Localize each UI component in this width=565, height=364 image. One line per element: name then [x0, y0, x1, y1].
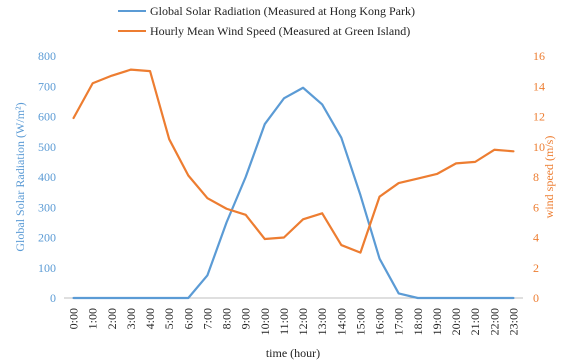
x-tick-label: 18:00	[411, 308, 425, 335]
x-tick-label: 11:00	[277, 308, 291, 335]
x-tick-label: 23:00	[506, 308, 520, 335]
x-tick-label: 21:00	[468, 308, 482, 335]
y-left-tick-label: 300	[38, 200, 56, 214]
y-right-tick-label: 14	[533, 79, 545, 93]
legend-label-wind: Hourly Mean Wind Speed (Measured at Gree…	[150, 24, 410, 38]
solar-radiation-line	[72, 86, 515, 300]
y-left-axis-title: Global Solar Radiation (W/m²)	[13, 102, 27, 251]
y-right-axis-title: wind speed (m/s)	[542, 136, 556, 219]
y-right-tick-label: 8	[533, 170, 539, 184]
x-tick-label: 7:00	[200, 308, 214, 329]
y-right-tick-label: 10	[533, 140, 545, 154]
y-right-tick-label: 6	[533, 200, 539, 214]
y-right-axis-ticks: 0 2 4 6 8 10 12 14 16	[533, 49, 545, 305]
y-left-tick-label: 400	[38, 170, 56, 184]
x-tick-label: 12:00	[296, 308, 310, 335]
y-right-tick-label: 12	[533, 110, 545, 124]
x-tick-label: 22:00	[487, 308, 501, 335]
x-tick-label: 13:00	[315, 308, 329, 335]
y-right-tick-label: 2	[533, 261, 539, 275]
y-left-tick-label: 700	[38, 79, 56, 93]
y-left-tick-label: 100	[38, 261, 56, 275]
x-axis-title: time (hour)	[266, 346, 320, 360]
y-right-tick-label: 0	[533, 291, 539, 305]
legend: Global Solar Radiation (Measured at Hong…	[118, 4, 415, 38]
x-tick-label: 15:00	[353, 308, 367, 335]
x-tick-label: 4:00	[143, 308, 157, 329]
legend-label-solar: Global Solar Radiation (Measured at Hong…	[150, 4, 415, 18]
y-right-tick-label: 4	[533, 231, 539, 245]
x-tick-label: 6:00	[181, 308, 195, 329]
x-tick-label: 16:00	[373, 308, 387, 335]
y-left-tick-label: 600	[38, 110, 56, 124]
x-axis-ticks: 0:00 1:00 2:00 3:00 4:00 5:00 6:00 7:00 8:00 9:00…	[67, 308, 521, 335]
x-tick-label: 19:00	[430, 308, 444, 335]
y-left-tick-label: 0	[50, 291, 56, 305]
wind-speed-line	[72, 68, 515, 254]
y-right-tick-label: 16	[533, 49, 545, 63]
x-tick-label: 10:00	[258, 308, 272, 335]
x-tick-label: 1:00	[86, 308, 100, 329]
series-layer	[72, 68, 515, 300]
x-tick-label: 5:00	[162, 308, 176, 329]
x-tick-label: 14:00	[334, 308, 348, 335]
x-tick-label: 3:00	[124, 308, 138, 329]
x-tick-label: 17:00	[392, 308, 406, 335]
y-left-tick-label: 800	[38, 49, 56, 63]
y-left-tick-label: 500	[38, 140, 56, 154]
x-tick-label: 9:00	[239, 308, 253, 329]
x-tick-label: 20:00	[449, 308, 463, 335]
y-left-axis-ticks: 0 100 200 300 400 500 600 700 800	[38, 49, 56, 305]
x-tick-label: 2:00	[105, 308, 119, 329]
y-left-tick-label: 200	[38, 231, 56, 245]
x-tick-label: 8:00	[220, 308, 234, 329]
x-tick-label: 0:00	[67, 308, 81, 329]
